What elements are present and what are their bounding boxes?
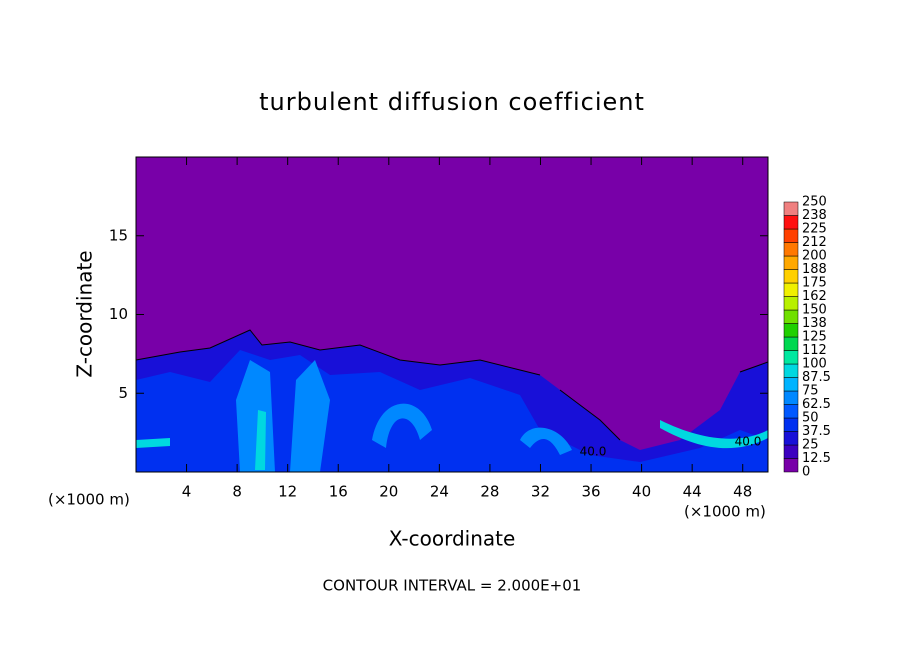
- x-unit: (×1000 m): [48, 491, 130, 509]
- colorbar-swatch: [783, 309, 799, 324]
- x-tick-label: 20: [379, 483, 398, 501]
- colorbar-label: 175: [802, 276, 827, 291]
- colorbar-swatch: [783, 269, 799, 284]
- colorbar-swatch: [783, 444, 799, 459]
- colorbar-swatch: [783, 431, 799, 446]
- colorbar-swatch: [783, 377, 799, 392]
- colorbar-swatch: [783, 255, 799, 270]
- colorbar-swatch: [783, 390, 799, 405]
- colorbar-label: 138: [802, 316, 827, 331]
- colorbar-swatch: [783, 215, 799, 230]
- colorbar-label: 87.5: [802, 370, 831, 385]
- colorbar-swatch: [783, 282, 799, 297]
- colorbar-label: 112: [802, 343, 827, 358]
- y-unit: (×1000 m): [684, 503, 766, 521]
- x-tick-label: 16: [329, 483, 348, 501]
- y-tick-label: 10: [109, 305, 128, 323]
- y-tick-label: 15: [109, 226, 128, 244]
- colorbar-label: 225: [802, 222, 827, 237]
- x-tick-label: 48: [733, 483, 752, 501]
- x-tick-label: 4: [182, 483, 192, 501]
- field-region: [236, 360, 572, 472]
- colorbar-swatch: [783, 228, 799, 243]
- colorbar-label: 12.5: [802, 451, 831, 466]
- x-tick-label: 8: [232, 483, 242, 501]
- colorbar-swatch: [783, 323, 799, 338]
- colorbar-label: 62.5: [802, 397, 831, 412]
- colorbar-swatch: [783, 404, 799, 419]
- x-tick-label: 28: [480, 483, 499, 501]
- chart-title: turbulent diffusion coefficient: [259, 88, 645, 116]
- x-tick-label: 40: [632, 483, 651, 501]
- colorbar-label: 250: [802, 195, 827, 210]
- colorbar-label: 212: [802, 235, 827, 250]
- colorbar-label: 50: [802, 411, 819, 426]
- x-axis-label: X-coordinate: [389, 527, 516, 551]
- x-tick-label: 36: [581, 483, 600, 501]
- colorbar-label: 238: [802, 208, 827, 223]
- colorbar-label: 37.5: [802, 424, 831, 439]
- contour-label: 40.0: [735, 435, 762, 449]
- contour-label: 40.0: [580, 445, 607, 459]
- colorbar-label: 25: [802, 438, 819, 453]
- x-tick-label: 24: [430, 483, 449, 501]
- y-tick-label: 5: [118, 384, 128, 402]
- colorbar-swatch: [783, 336, 799, 351]
- x-tick-label: 44: [683, 483, 702, 501]
- colorbar-swatch: [783, 242, 799, 257]
- contour-line: [135, 329, 769, 441]
- colorbar-label: 188: [802, 262, 827, 277]
- colorbar-label: 75: [802, 384, 819, 399]
- colorbar-label: 200: [802, 249, 827, 264]
- x-tick-label: 32: [531, 483, 550, 501]
- colorbar-swatch: [783, 458, 799, 473]
- colorbar-swatch: [783, 296, 799, 311]
- colorbar-swatch: [783, 350, 799, 365]
- field: [135, 157, 769, 472]
- colorbar-label: 125: [802, 330, 827, 345]
- colorbar-swatch: [783, 417, 799, 432]
- colorbar-swatch: [783, 201, 799, 216]
- x-tick-label: 12: [278, 483, 297, 501]
- colorbar-label: 100: [802, 357, 827, 372]
- field-region: [136, 410, 768, 470]
- y-axis-label: Z-coordinate: [73, 250, 97, 377]
- colorbar-label: 150: [802, 303, 827, 318]
- colorbar-swatch: [783, 363, 799, 378]
- colorbar-label: 0: [802, 465, 810, 480]
- colorbar-label: 162: [802, 289, 827, 304]
- footer-note: CONTOUR INTERVAL = 2.000E+01: [323, 577, 582, 595]
